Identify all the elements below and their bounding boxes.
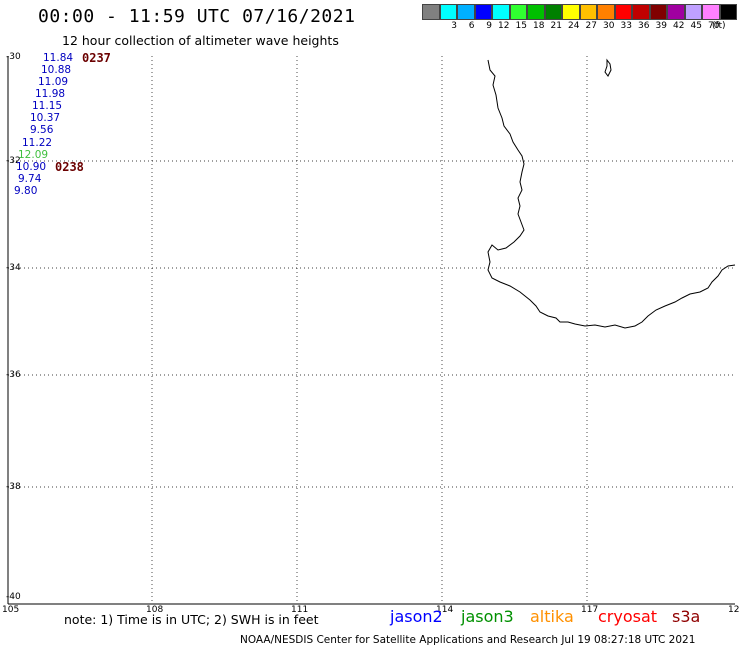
colorbar-swatch: [702, 4, 720, 20]
wave-height-value: 9.80: [14, 185, 38, 197]
wave-height-value: 11.98: [35, 88, 66, 100]
pass-time-label: 0238: [55, 160, 84, 174]
wave-height-value: 10.37: [30, 112, 61, 124]
wave-height-value: 9.74: [18, 173, 42, 185]
colorbar-tick-label: 39: [655, 21, 667, 31]
lat-label: -32: [6, 156, 21, 166]
colorbar-swatch: [492, 4, 510, 20]
colorbar-tick-label: 3: [451, 21, 457, 31]
colorbar-swatch: [649, 4, 667, 20]
colorbar-tick-label: 27: [585, 21, 597, 31]
wave-height-value: 9.56: [30, 124, 54, 136]
wave-height-value: 11.84: [43, 52, 74, 64]
pass-time-label: 0237: [82, 51, 111, 65]
wave-height-value: 12.09: [18, 149, 49, 161]
colorbar-tick-label: 33: [620, 21, 632, 31]
colorbar-tick-label: 70: [708, 21, 720, 31]
satellite-legend-jason2: jason2: [390, 607, 443, 626]
colorbar-swatch: [614, 4, 632, 20]
graticule: [8, 56, 735, 604]
footer-credit: NOAA/NESDIS Center for Satellite Applica…: [240, 634, 696, 646]
wave-height-value: 10.90: [16, 161, 47, 173]
colorbar-swatch: [439, 4, 457, 20]
lon-label: 114: [436, 605, 454, 615]
wave-height-value: 11.22: [22, 137, 53, 149]
satellite-legend-jason3: jason3: [461, 607, 514, 626]
colorbar-swatch: [597, 4, 615, 20]
wave-height-value: 10.88: [41, 64, 72, 76]
colorbar-unit: (ft): [712, 21, 726, 31]
colorbar-labels: 3 6 9 12 15 18 21 24 27 30 33 36 39 42 45 70: [422, 21, 720, 31]
colorbar-tick-label: 18: [533, 21, 545, 31]
colorbar-tick-label: 24: [568, 21, 580, 31]
colorbar-swatch: [509, 4, 527, 20]
footer-note: note: 1) Time is in UTC; 2) SWH is in fe…: [64, 612, 319, 627]
colorbar-tick-label: 9: [486, 21, 492, 31]
colorbar-swatch: [632, 4, 650, 20]
colorbar-swatch: [667, 4, 685, 20]
colorbar-swatch: [457, 4, 475, 20]
lon-label: 120: [728, 605, 740, 615]
map-frame: [7, 56, 735, 605]
wave-height-value: 11.15: [32, 100, 63, 112]
colorbar-tick-label: 30: [603, 21, 615, 31]
colorbar-swatch: [684, 4, 702, 20]
colorbar-swatch: [579, 4, 597, 20]
satellite-legend-cryosat: cryosat: [598, 607, 658, 626]
colorbar-tick-label: 42: [673, 21, 685, 31]
colorbar-tick-label: 12: [498, 21, 510, 31]
colorbar-tick-label: 36: [638, 21, 650, 31]
lat-label: -38: [6, 482, 21, 492]
map-subtitle: 12 hour collection of altimeter wave hei…: [62, 33, 339, 48]
colorbar-swatch: [544, 4, 562, 20]
lat-label: -30: [6, 52, 21, 62]
colorbar-swatch: [422, 4, 440, 20]
colorbar-swatch: [474, 4, 492, 20]
colorbar-swatch: [527, 4, 545, 20]
colorbar-swatch: [719, 4, 737, 20]
lon-label: 117: [581, 605, 599, 615]
lat-label: -34: [6, 263, 21, 273]
lon-label: 105: [2, 605, 20, 615]
lon-label: 108: [146, 605, 164, 615]
colorbar-tick-label: 45: [690, 21, 702, 31]
island: [604, 58, 612, 77]
satellite-legend-s3a: s3a: [672, 607, 701, 626]
satellite-legend-altika: altika: [530, 607, 574, 626]
lon-label: 111: [291, 605, 309, 615]
colorbar-tick-label: 6: [468, 21, 475, 31]
coastline: [487, 59, 736, 329]
colorbar-tick-label: 15: [515, 21, 527, 31]
wave-height-colorbar: [422, 4, 737, 20]
wave-height-value: 11.09: [38, 76, 69, 88]
colorbar-tick-label: 21: [550, 21, 562, 31]
lat-label: -36: [6, 370, 21, 380]
lat-label: -40: [6, 592, 21, 602]
map-title: 00:00 - 11:59 UTC 07/16/2021: [38, 6, 356, 27]
colorbar-swatch: [562, 4, 580, 20]
